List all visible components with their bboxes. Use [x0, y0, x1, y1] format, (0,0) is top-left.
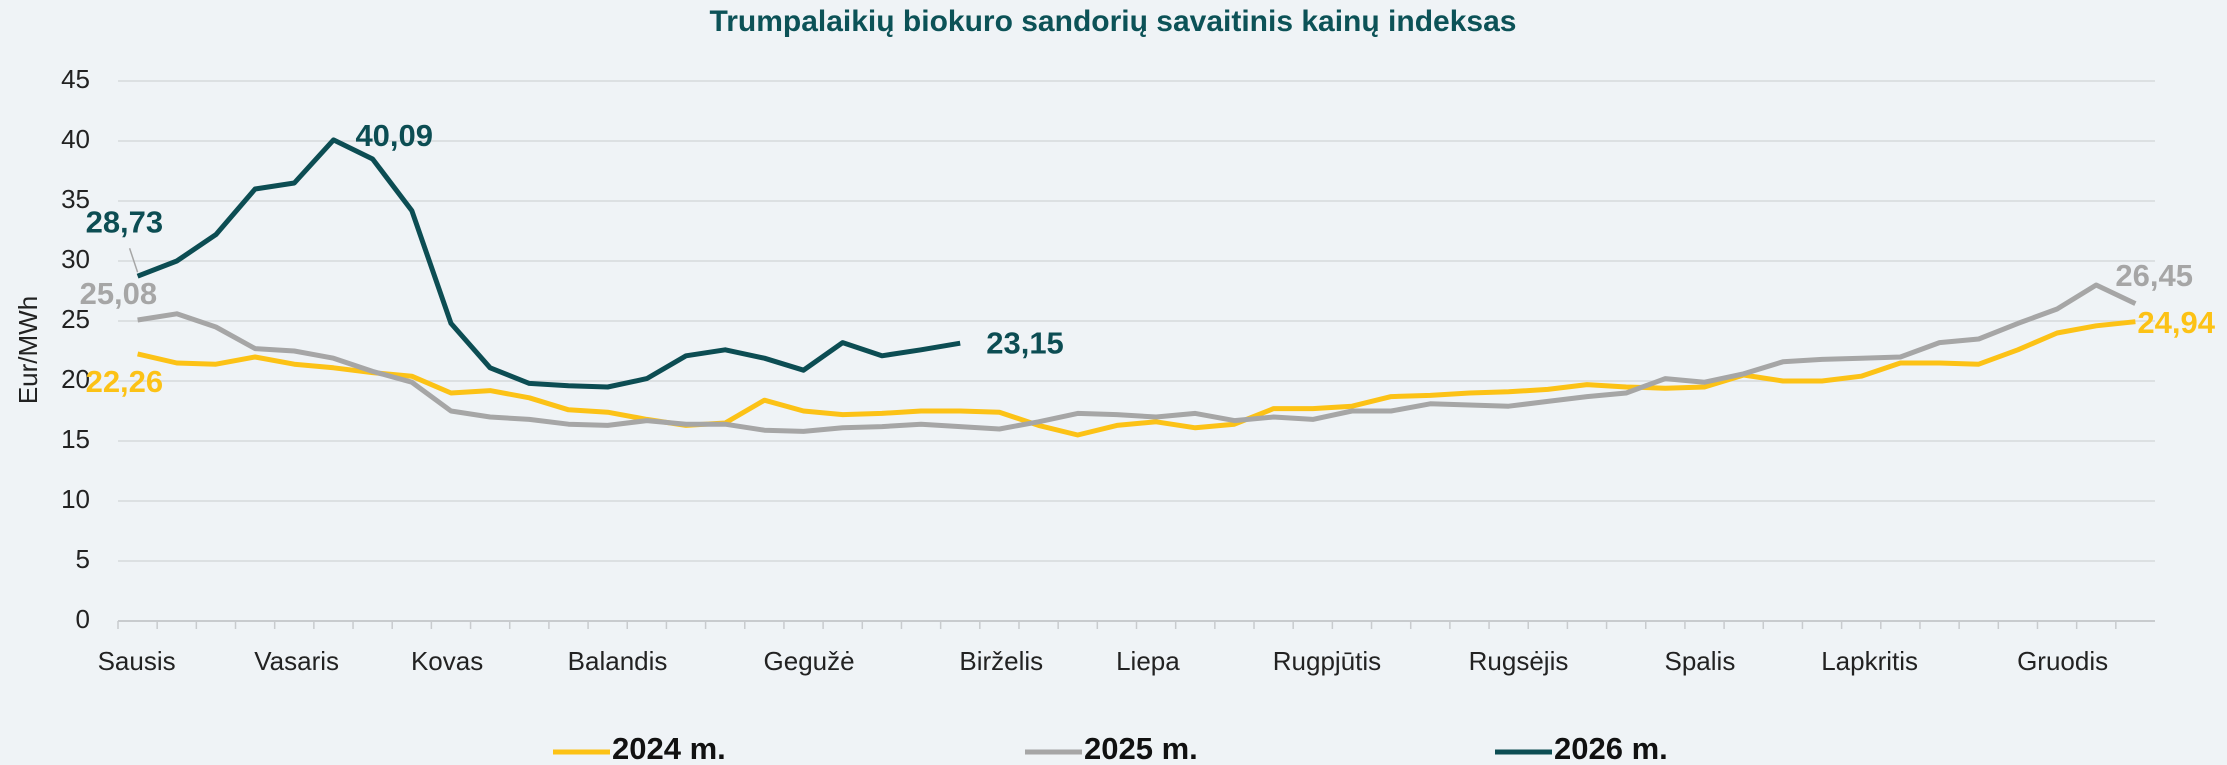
y-tick-label: 35 [61, 184, 90, 214]
data-label: 25,08 [80, 276, 158, 311]
x-tick-label: Sausis [98, 646, 176, 676]
x-tick-label: Balandis [568, 646, 668, 676]
x-tick-label: Spalis [1665, 646, 1736, 676]
y-tick-label: 10 [61, 484, 90, 514]
data-label: 40,09 [355, 118, 433, 153]
series-line [137, 319, 2136, 438]
x-tick-label: Liepa [1116, 646, 1180, 676]
x-tick-label: Rugpjūtis [1273, 646, 1381, 676]
y-tick-label: 20 [61, 364, 90, 394]
data-label: 24,94 [2137, 305, 2215, 340]
series-line [137, 282, 2137, 434]
series-line [136, 137, 961, 390]
y-tick-label: 25 [61, 304, 90, 334]
legend-label: 2026 m. [1554, 731, 1668, 765]
y-tick-label: 15 [61, 424, 90, 454]
y-tick-label: 40 [61, 124, 90, 154]
x-tick-label: Lapkritis [1821, 646, 1918, 676]
legend-label: 2025 m. [1084, 731, 1198, 765]
data-label: 22,26 [86, 364, 164, 399]
leader-line [128, 248, 139, 273]
x-tick-label: Rugsėjis [1469, 646, 1569, 676]
x-tick-label: Gegužė [764, 646, 855, 676]
y-tick-label: 0 [76, 604, 90, 634]
x-tick-label: Gruodis [2017, 646, 2108, 676]
data-label: 23,15 [986, 325, 1064, 360]
data-label: 28,73 [86, 204, 164, 239]
legend-label: 2024 m. [612, 731, 726, 765]
x-tick-label: Vasaris [254, 646, 339, 676]
y-axis-label: Eur/MWh [13, 296, 43, 404]
chart-title: Trumpalaikių biokuro sandorių savaitinis… [710, 5, 1517, 38]
y-tick-label: 45 [61, 64, 90, 94]
y-tick-label: 30 [61, 244, 90, 274]
data-label: 26,45 [2115, 258, 2193, 293]
y-tick-label: 5 [76, 544, 90, 574]
x-tick-label: Kovas [411, 646, 483, 676]
x-tick-label: Birželis [959, 646, 1043, 676]
